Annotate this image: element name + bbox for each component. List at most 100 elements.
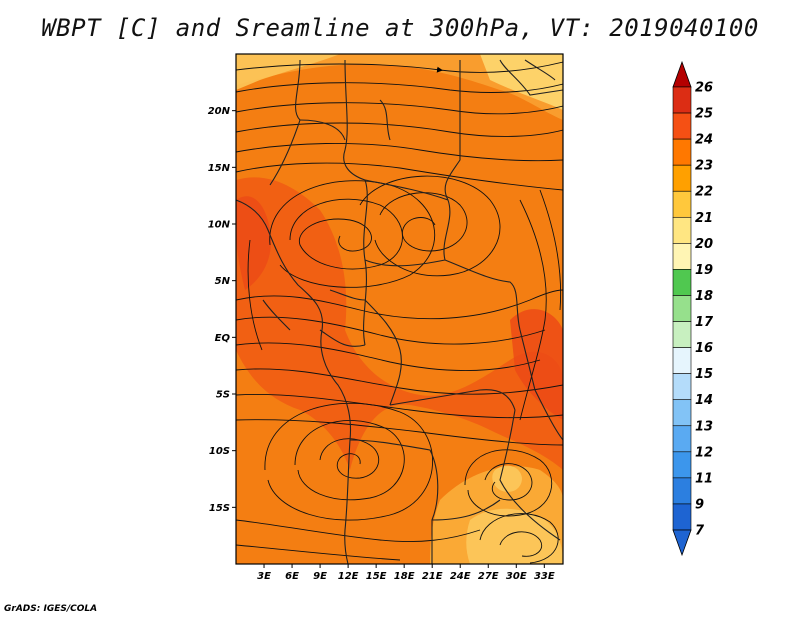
colorbar-label: 24: [695, 133, 713, 148]
colorbar-swatch: [672, 321, 692, 348]
border: [389, 389, 516, 411]
lon-tick-label: 30E: [506, 571, 527, 582]
colorbar-label: 23: [695, 159, 713, 174]
border: [444, 259, 521, 331]
lon-tick-label: 21E: [422, 571, 443, 582]
streamline: [236, 316, 546, 345]
colorbar-label: 13: [695, 419, 713, 434]
border: [364, 259, 446, 267]
lat-tick-label: 15N: [208, 163, 231, 174]
lat-tick-label: 15S: [209, 503, 230, 514]
colorbar-swatch: [672, 269, 692, 296]
colorbar-swatch: [672, 373, 692, 401]
border: [499, 409, 561, 541]
colorbar-label: 18: [695, 289, 713, 304]
border: [299, 119, 346, 141]
wbpt-field-22c-north: [236, 54, 563, 120]
colorbar-label: 26: [695, 81, 713, 96]
streamline: [236, 142, 563, 162]
lon-tick-label: 6E: [285, 571, 299, 582]
colorbar-label: 21: [695, 211, 713, 226]
streamline: [519, 199, 547, 421]
colorbar-label: 16: [695, 341, 713, 356]
colorbar-swatch: [672, 138, 692, 166]
border: [431, 499, 501, 521]
colorbar-swatch: [672, 477, 692, 505]
border: [349, 439, 439, 564]
wbpt-field-24c-east: [510, 309, 563, 420]
colorbar-swatch: [672, 503, 692, 531]
border: [524, 59, 556, 81]
lon-tick-label: 27E: [478, 571, 499, 582]
streamline-eddy: [464, 449, 553, 517]
wbpt-field-20c-northeast: [480, 54, 563, 110]
streamline: [236, 519, 481, 542]
map-title: WBPT [C] and Sreamline at 300hPa, VT: 20…: [41, 14, 759, 42]
colorbar-swatch: [672, 190, 692, 218]
lat-tick-label: 20N: [208, 106, 231, 117]
colorbar-label: 19: [695, 263, 713, 278]
border: [319, 329, 366, 347]
lat-tick-label: 5N: [215, 276, 231, 287]
border: [379, 99, 391, 141]
lon-tick-label: 3E: [257, 571, 271, 582]
colorbar-over-triangle: [672, 60, 692, 88]
colorbar-swatch: [672, 295, 692, 322]
lat-tick-label: EQ: [215, 333, 231, 344]
colorbar: 26 25 24 23 22 21 20 19 18 17 16 15 14 13 12 11 9 7: [672, 60, 714, 557]
wbpt-field-21c-eddy: [492, 465, 522, 492]
border: [262, 299, 291, 331]
colorbar-label: 22: [695, 185, 713, 200]
colorbar-swatch: [672, 243, 692, 270]
lon-tick-label: 15E: [366, 571, 387, 582]
streamline-eddy: [359, 175, 501, 277]
border: [364, 179, 449, 201]
lon-tick-label: 24E: [450, 571, 471, 582]
colorbar-label: 9: [695, 497, 704, 512]
streamline: [236, 394, 563, 419]
colorbar-swatch: [672, 164, 692, 192]
border: [499, 59, 563, 96]
streamline: [236, 82, 563, 93]
map-plot-area: [236, 54, 563, 564]
colorbar-label: 11: [695, 471, 713, 486]
colorbar-label: 20: [695, 237, 713, 252]
lon-tick-label: 12E: [338, 571, 359, 582]
wbpt-field-21c-south: [466, 508, 563, 564]
wbpt-field-21c-northwest: [236, 54, 340, 90]
lon-tick-label: 33E: [534, 571, 555, 582]
lat-tick-label: 10N: [208, 220, 231, 231]
lat-tick-label: 10S: [209, 446, 230, 457]
streamline-eddy: [319, 438, 380, 479]
streamline: [236, 368, 563, 395]
lon-tick-label: 18E: [394, 571, 415, 582]
colorbar-label: 7: [695, 524, 705, 539]
border: [269, 59, 301, 186]
colorbar-label: 12: [695, 445, 713, 460]
streamline-eddy: [479, 513, 559, 564]
colorbar-swatch: [672, 216, 692, 244]
coastline-east: [519, 329, 563, 441]
grads-credit: GrADS: IGES/COLA: [4, 604, 98, 614]
streamline: [247, 239, 263, 351]
lat-tick-label: 5S: [216, 390, 230, 401]
latitude-axis: 20N 15N 10N 5N EQ 5S 10S 15S: [208, 106, 236, 514]
colorbar-swatch: [672, 425, 692, 453]
colorbar-swatch: [672, 86, 692, 114]
streamline: [236, 162, 563, 191]
coastlines-borders: [236, 59, 563, 564]
colorbar-label: 17: [695, 315, 714, 330]
colorbar-swatch: [672, 112, 692, 140]
streamlines: [236, 61, 563, 564]
colorbar-label: 14: [695, 393, 713, 408]
streamline-eddy: [294, 420, 405, 501]
colorbar-label: 15: [695, 367, 713, 382]
lon-tick-label: 9E: [313, 571, 327, 582]
streamline: [236, 342, 541, 371]
wbpt-field-24c: [236, 177, 563, 470]
streamline: [236, 122, 563, 137]
streamline: [236, 61, 563, 73]
colorbar-swatch: [672, 451, 692, 479]
map-frame: [235, 53, 564, 565]
